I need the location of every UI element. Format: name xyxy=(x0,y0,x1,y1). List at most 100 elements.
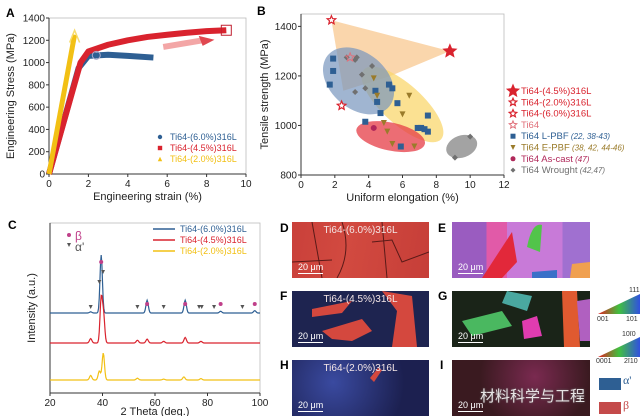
data-point xyxy=(421,126,428,133)
x-tick-label: 8 xyxy=(434,180,440,191)
y-axis-label: Engineering Stress (MPa) xyxy=(5,33,17,159)
panel-label-b: B xyxy=(257,4,266,18)
legend-reference: (42,47) xyxy=(578,166,606,175)
micrograph-caption: Ti64-(2.0%)316L xyxy=(323,363,398,374)
y-tick-label: 200 xyxy=(28,147,45,158)
panel-label-f: F xyxy=(280,289,288,303)
x-tick-label: 20 xyxy=(44,398,56,409)
scale-bar: 20 μm xyxy=(458,331,484,343)
micrograph-caption: Ti64-(6.0%)316L xyxy=(323,225,398,236)
x-tick-label: 10 xyxy=(240,179,252,190)
legend-label: Ti64-(6.0%)316L xyxy=(170,132,237,142)
alpha-prime-peak-marker xyxy=(97,280,102,284)
data-point xyxy=(389,141,396,148)
scale-bar: 20 μm xyxy=(298,262,324,274)
legend-label: Ti64-(6.0%)316L xyxy=(180,224,247,234)
x-tick-label: 0 xyxy=(46,179,52,190)
xrd-trace-1 xyxy=(50,294,260,344)
x-tick-label: 8 xyxy=(204,179,210,190)
data-point xyxy=(353,54,360,61)
ipf-label-10-10: 10ī0 xyxy=(622,331,636,338)
x-axis-label: 2 Theta (deg.) xyxy=(121,406,190,416)
legend-marker xyxy=(157,145,163,151)
data-point xyxy=(372,87,379,94)
legend-label: Ti64 L-PBF (22, 38-43) xyxy=(521,131,610,142)
data-point xyxy=(389,85,396,92)
legend-label: Ti64-(4.5%)316L xyxy=(180,235,247,245)
legend-label: Ti64 As-cast (47) xyxy=(521,154,590,165)
xrd-trace-2 xyxy=(50,352,260,381)
data-point xyxy=(352,89,359,96)
arrow-shaft xyxy=(162,37,204,50)
watermark: 材料科学与工程 xyxy=(480,388,586,405)
micrograph-g: 20 μm xyxy=(452,291,590,347)
series-line-1 xyxy=(46,27,227,175)
ipf-label-101: 101 xyxy=(626,316,638,323)
ipf-label-0001: 0001 xyxy=(596,358,612,365)
alpha-prime-peak-marker xyxy=(199,305,204,309)
ipf-label-2-110: 2ī10 xyxy=(624,358,638,365)
legend-marker xyxy=(157,156,163,162)
legend-label: Ti64-(6.0%)316L xyxy=(521,109,591,120)
y-tick-label: 1000 xyxy=(275,121,298,132)
alpha-prime-peak-marker xyxy=(240,305,245,309)
x-tick-label: 10 xyxy=(465,180,477,191)
failure-marker-square xyxy=(220,24,232,36)
legend-label: Ti64-(2.0%)316L xyxy=(521,97,591,108)
legend-label: Ti64 Wrought (42,47) xyxy=(521,165,605,176)
legend-alpha-marker xyxy=(67,243,71,247)
legend-marker xyxy=(508,119,518,130)
data-point xyxy=(335,99,348,111)
data-point xyxy=(451,154,458,161)
panel-label-e: E xyxy=(438,221,447,235)
beta-peak-marker xyxy=(218,302,223,306)
x-tick-label: 6 xyxy=(164,179,170,190)
micrograph-e: 20 μm xyxy=(452,222,590,278)
alpha-prime-peak-marker xyxy=(212,305,217,309)
data-point xyxy=(326,81,333,88)
data-point xyxy=(397,143,404,150)
legend-label: Ti64-(4.5%)316L xyxy=(170,143,237,153)
ipf-key-hcp xyxy=(598,337,640,357)
data-point xyxy=(442,43,458,58)
panel-label-c: C xyxy=(8,218,17,232)
legend-label: Ti64-(2.0%)316L xyxy=(180,246,247,256)
x-tick-label: 40 xyxy=(97,398,109,409)
legend-label: Ti64-(2.0%)316L xyxy=(170,154,237,164)
legend-marker xyxy=(510,133,516,139)
data-point xyxy=(377,110,384,117)
data-point xyxy=(414,124,421,131)
y-tick-label: 1400 xyxy=(275,22,298,33)
data-point xyxy=(344,51,356,63)
data-point xyxy=(370,124,377,131)
panel-label-d: D xyxy=(280,221,289,235)
y-tick-label: 1400 xyxy=(23,14,46,25)
panel-label-g: G xyxy=(438,289,448,303)
arrow-head xyxy=(198,35,215,46)
data-point xyxy=(362,118,369,125)
phase-swatch-alpha xyxy=(599,378,621,390)
data-point xyxy=(418,124,425,131)
legend-reference: (38, 42, 44-46) xyxy=(570,144,625,153)
y-axis-label: Tensile strength (MPa) xyxy=(259,39,271,149)
x-tick-label: 0 xyxy=(298,180,304,191)
y-tick-label: 0 xyxy=(39,170,45,181)
data-point xyxy=(411,143,418,150)
series-line-2 xyxy=(46,34,78,175)
legend-marker xyxy=(510,167,516,173)
x-axis-label: Engineering strain (%) xyxy=(93,191,202,203)
alpha-prime-peak-marker xyxy=(161,305,166,309)
x-tick-label: 6 xyxy=(400,180,406,191)
data-point xyxy=(330,55,337,62)
y-tick-label: 800 xyxy=(280,171,297,182)
panel-label-i: I xyxy=(440,358,444,372)
scale-bar: 20 μm xyxy=(458,400,484,412)
x-tick-label: 100 xyxy=(252,398,269,409)
panel-label-a: A xyxy=(6,6,15,20)
micrograph-i: 20 μm xyxy=(452,360,590,416)
legend-label: Ti64-(4.5%)316L xyxy=(521,86,591,97)
beta-peak-marker xyxy=(183,302,188,306)
x-axis-label: Uniform elongation (%) xyxy=(346,192,459,204)
y-tick-label: 1000 xyxy=(23,58,46,69)
